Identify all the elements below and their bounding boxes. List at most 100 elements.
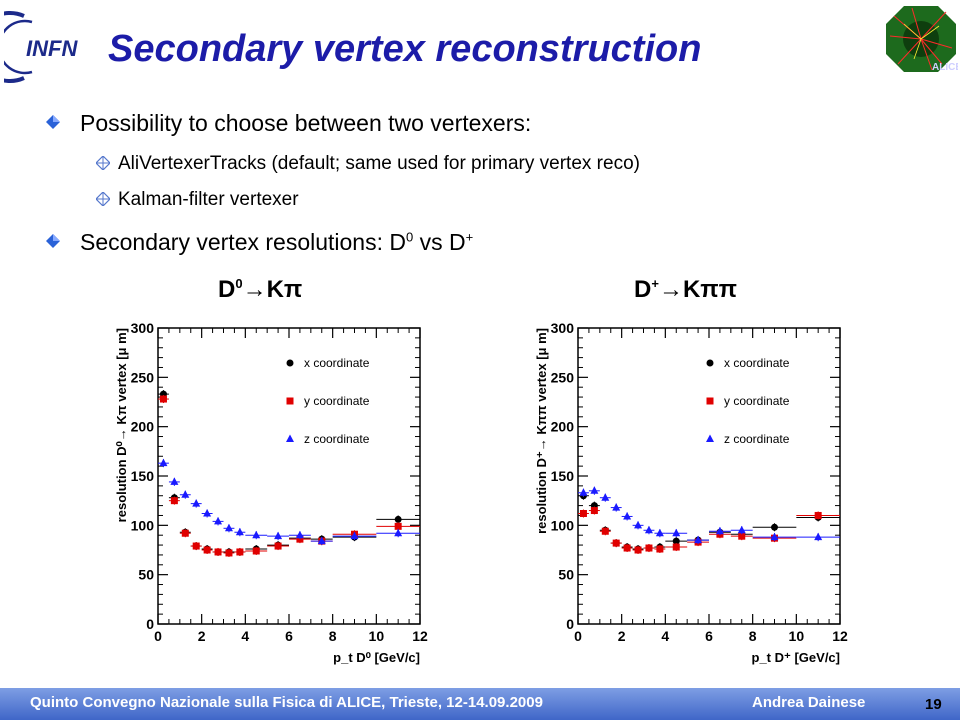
- data-point: [317, 536, 326, 545]
- x-tick-label: 6: [705, 628, 713, 644]
- arrow-icon: →: [658, 276, 683, 303]
- data-point: [612, 539, 620, 547]
- data-point: [738, 532, 746, 540]
- svg-text:ALICE: ALICE: [932, 62, 958, 73]
- data-point: [394, 522, 402, 530]
- x-tick-label: 4: [241, 628, 249, 644]
- data-point: [159, 458, 168, 467]
- footer-bar: Quinto Convegno Nazionale sulla Fisica d…: [0, 688, 960, 720]
- legend-marker: [706, 397, 714, 405]
- y-tick-label: 250: [551, 369, 575, 385]
- dplus-resolution-chart: 0 50 100 150 200 250 300 0 2 4 6 8 10 12 p_t D⁺ [GeV/c…: [534, 320, 848, 665]
- data-point: [634, 520, 643, 529]
- data-point: [192, 542, 200, 550]
- y-tick-label: 200: [551, 419, 575, 435]
- data-point: [274, 542, 282, 550]
- data-point: [601, 493, 610, 501]
- footer-conference: Quinto Convegno Nazionale sulla Fisica d…: [30, 694, 543, 711]
- legend-label: z coordinate: [724, 432, 790, 446]
- x-tick-label: 8: [329, 628, 337, 644]
- decay-label-dplus: D+→Kππ: [634, 276, 738, 303]
- data-point: [672, 543, 680, 551]
- data-point: [170, 477, 179, 485]
- data-point: [394, 528, 403, 537]
- y-tick-label: 50: [558, 567, 574, 583]
- plot-frame: [577, 327, 841, 625]
- data-point: [814, 532, 823, 541]
- data-point: [224, 523, 233, 532]
- d0-resolution-chart: 0 50 100 150 200 250 300 0 2 4 6 8 10 12 p_t D⁰ [GeV/c…: [114, 320, 428, 665]
- data-point: [295, 530, 304, 539]
- data-point: [770, 532, 779, 541]
- page-number: 19: [925, 696, 942, 713]
- x-tick-label: 2: [198, 628, 206, 644]
- y-tick-label: 250: [131, 369, 155, 385]
- x-tick-label: 10: [369, 628, 385, 644]
- diamond-bullet-icon: [46, 115, 60, 129]
- y-tick-label: 150: [551, 468, 575, 484]
- x-axis-label: p_t D⁺ [GeV/c]: [752, 650, 841, 665]
- data-point: [672, 528, 681, 537]
- y-tick-label: 50: [138, 567, 154, 583]
- data-point: [590, 486, 599, 494]
- data-point: [236, 548, 244, 556]
- bullet-text: Secondary vertex resolutions: D0 vs D+: [80, 229, 474, 255]
- slide-title: Secondary vertex reconstruction: [108, 28, 702, 70]
- x-tick-label: 12: [832, 628, 848, 644]
- data-point: [181, 529, 189, 537]
- data-point: [655, 528, 664, 537]
- x-axis-label: p_t D⁰ [GeV/c]: [333, 650, 420, 665]
- legend-marker: [706, 434, 714, 442]
- x-tick-label: 4: [661, 628, 669, 644]
- y-axis-label: resolution D⁰→ Kπ vertex [μ m]: [114, 328, 129, 522]
- data-point: [737, 525, 746, 534]
- data-point: [192, 499, 201, 507]
- data-point: [214, 548, 222, 556]
- x-tick-label: 10: [789, 628, 805, 644]
- legend-marker: [286, 434, 294, 442]
- x-tick-label: 0: [154, 628, 162, 644]
- arrow-icon: →: [242, 276, 267, 303]
- data-point: [590, 507, 598, 515]
- data-point: [771, 523, 778, 531]
- data-point: [181, 490, 190, 498]
- legend-marker: [706, 359, 714, 367]
- y-tick-label: 100: [551, 517, 575, 533]
- legend-marker: [286, 397, 294, 405]
- data-point: [694, 535, 703, 544]
- data-point: [634, 546, 642, 554]
- sub-bullet-text: AliVertexerTracks (default; same used fo…: [118, 153, 640, 174]
- legend-label: y coordinate: [304, 394, 370, 408]
- data-point: [644, 525, 653, 534]
- sub-bullet-icon: [96, 156, 110, 170]
- x-tick-label: 6: [285, 628, 293, 644]
- x-tick-label: 0: [574, 628, 582, 644]
- y-tick-label: 0: [566, 616, 574, 632]
- y-tick-label: 0: [146, 616, 154, 632]
- data-point: [612, 503, 621, 511]
- bullet-text: Possibility to choose between two vertex…: [80, 110, 532, 136]
- data-point: [252, 530, 261, 539]
- x-tick-label: 12: [412, 628, 428, 644]
- y-axis-label: resolution D⁺→ Kππ vertex [μ m]: [534, 328, 549, 534]
- data-point: [203, 508, 212, 517]
- data-point: [394, 515, 402, 523]
- y-tick-label: 300: [551, 320, 575, 336]
- y-tick-label: 150: [131, 468, 155, 484]
- sub-bullet-icon: [96, 192, 110, 206]
- data-point: [203, 546, 211, 554]
- data-point: [274, 531, 283, 540]
- plot-frame: [157, 327, 421, 625]
- data-point: [623, 511, 632, 520]
- data-point: [579, 509, 587, 517]
- data-point: [814, 511, 822, 519]
- y-tick-label: 100: [131, 517, 155, 533]
- data-point: [645, 544, 653, 552]
- data-point: [252, 547, 260, 555]
- footer-author: Andrea Dainese: [752, 694, 866, 711]
- alice-logo: ALICE: [886, 6, 958, 73]
- data-point: [672, 537, 680, 545]
- data-point: [579, 488, 588, 496]
- data-point: [715, 526, 724, 535]
- y-tick-label: 300: [131, 320, 155, 336]
